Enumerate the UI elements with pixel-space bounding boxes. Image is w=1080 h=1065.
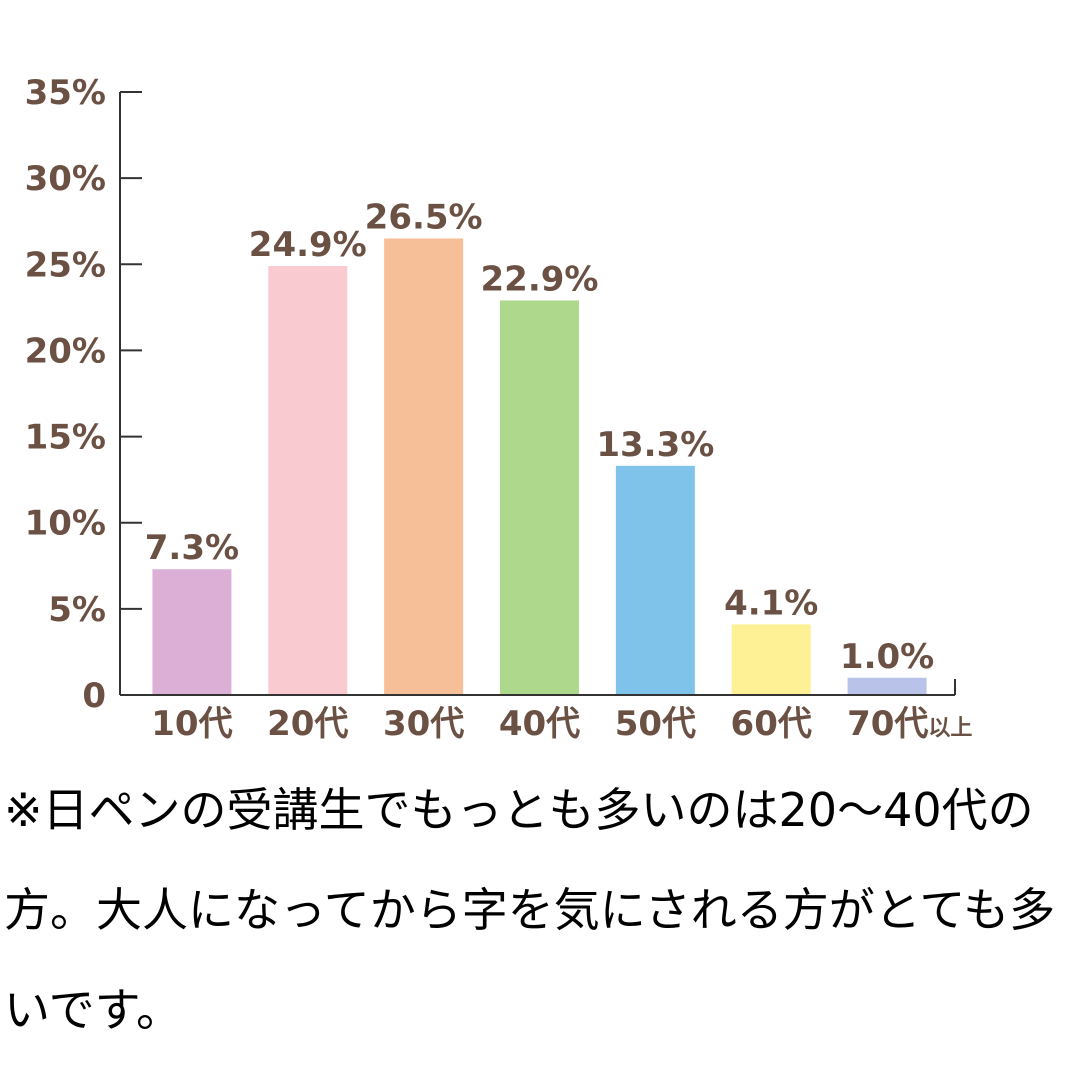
y-tick-label: 30% — [25, 159, 106, 199]
x-tick-label: 70代以上 — [847, 704, 972, 744]
y-tick-label: 20% — [25, 331, 106, 371]
chart-svg: 0 5% 10% 15% 20% 25% 30% 35% 10代 20代 30代 40代 50代 60代… — [25, 73, 973, 744]
bar — [500, 300, 579, 695]
data-labels-group: 7.3% 24.9%26.5% 22.9% 13.3% 4.1% 1.0% — [145, 197, 934, 676]
x-tick-label: 10代 — [151, 704, 232, 744]
x-tick-label: 30代 — [383, 704, 464, 744]
x-tick-label: 20代 — [267, 704, 348, 744]
data-label: 22.9% — [481, 259, 599, 299]
y-tick-label: 35% — [25, 73, 106, 113]
x-tick-label: 40代 — [499, 704, 580, 744]
data-label: 7.3% — [145, 528, 239, 568]
data-label: 4.1% — [724, 583, 818, 623]
bar — [615, 465, 695, 695]
x-labels-group: 10代 20代 30代 40代 50代 60代 70代以上 — [151, 704, 972, 744]
data-label: 24.9% — [249, 225, 367, 265]
y-tick-label: 10% — [25, 504, 106, 544]
y-ticks-group: 0 5% 10% 15% 20% 25% 30% 35% — [25, 73, 142, 716]
y-tick-label: 5% — [48, 590, 106, 630]
bar — [731, 624, 811, 695]
y-tick-label: 15% — [25, 418, 106, 458]
bars-group — [152, 238, 927, 695]
x-tick-label: 60代 — [731, 704, 812, 744]
data-label: 26.5% — [365, 197, 483, 237]
y-tick-label: 0 — [82, 676, 106, 716]
bar — [384, 238, 464, 695]
y-tick-label: 25% — [25, 245, 106, 285]
footnote-text: ※日ペンの受講生でもっとも多いのは20〜40代の方。大人になってから字を気にされ… — [4, 783, 1056, 1037]
bar — [847, 677, 927, 695]
data-label: 13.3% — [596, 425, 714, 465]
bar — [152, 569, 232, 695]
bar-chart: 0 5% 10% 15% 20% 25% 30% 35% 10代 20代 30代 40代 50代 60代… — [25, 73, 973, 744]
axes-group — [119, 92, 956, 696]
bar — [268, 266, 348, 695]
x-tick-label: 50代 — [615, 704, 696, 744]
data-label: 1.0% — [840, 637, 934, 677]
